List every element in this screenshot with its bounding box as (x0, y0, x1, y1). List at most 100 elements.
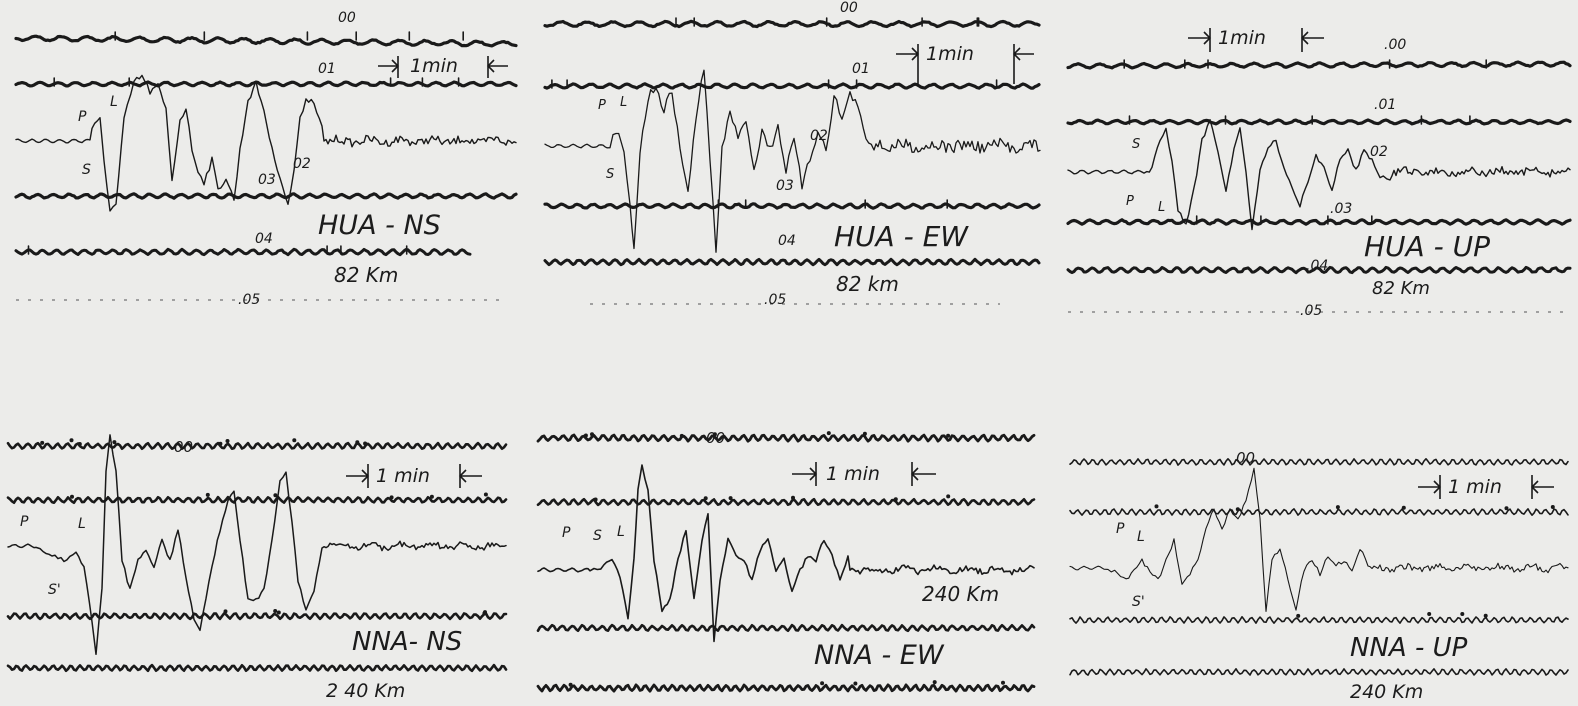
time-dot (593, 497, 598, 502)
time-dot (70, 494, 74, 499)
time-dot (791, 495, 795, 500)
phase-label-p-nna-up: P (1116, 521, 1125, 537)
phase-label-s-nna-up: S' (1132, 594, 1145, 610)
station-label-hua-ew: HUA - EW (834, 220, 969, 253)
minute-scale-hua-ew (896, 44, 1034, 84)
phase-label-s-hua-ew: S (606, 167, 614, 182)
seismogram-traces-hua-ns (14, 31, 518, 301)
record-line (543, 19, 1041, 29)
time-dot (273, 493, 278, 498)
record-line-event (544, 69, 1041, 253)
seismogram-traces-hua-ew (543, 17, 1041, 305)
minute-mark-00-hua-ns: 00 (338, 10, 356, 26)
time-dot (583, 433, 588, 438)
phase-label-p-nna-ns: P (20, 514, 29, 530)
minute-scale-label-hua-up: 1min (1218, 27, 1266, 49)
time-dot (946, 494, 951, 499)
minute-scale-label-nna-up: 1 min (1448, 476, 1502, 498)
time-dot (703, 496, 708, 501)
time-dot (820, 681, 825, 686)
minute-scale-nna-ew (792, 462, 936, 486)
time-dot (389, 495, 394, 500)
phase-label-s-hua-up: S (1132, 137, 1140, 152)
minute-scale-hua-up (1188, 28, 1324, 52)
time-dot (893, 497, 898, 502)
time-dot (1235, 507, 1240, 512)
minute-scale-label-nna-ew: 1 min (826, 463, 880, 485)
time-dot (429, 494, 434, 499)
record-line (6, 663, 508, 673)
time-dot (483, 492, 488, 497)
minute-mark-03-hua-up: .03 (1330, 201, 1352, 217)
minute-scale-label-nna-ns: 1 min (376, 465, 430, 487)
panel-nna-up: 1 min P L S' 00 NNA - UP 240 Km (1069, 449, 1569, 703)
time-dot (853, 681, 858, 686)
minute-mark-05-hua-ns: .05 (238, 292, 260, 308)
minute-mark-00-hua-up: .00 (1384, 37, 1406, 53)
record-line (1066, 265, 1572, 275)
time-dot (1001, 680, 1005, 685)
minute-mark-04-hua-ns: 04 (255, 231, 273, 247)
time-dot (205, 492, 210, 497)
distance-label-nna-ew: 240 Km (922, 582, 999, 606)
panel-nna-ns: 1 min P S' L 00 NNA- NS 2 40 Km (6, 434, 508, 702)
record-line (543, 82, 1041, 90)
seismogram-traces-nna-up (1069, 458, 1569, 676)
time-dot (712, 432, 717, 437)
record-line-event (537, 464, 1035, 643)
record-line (14, 247, 472, 257)
time-dot (590, 432, 594, 437)
time-dot (679, 433, 684, 438)
time-dot (932, 680, 937, 685)
station-label-hua-ns: HUA - NS (318, 210, 441, 241)
minute-scale-label-hua-ew: 1min (926, 43, 974, 65)
phase-label-l-hua-up: L (1158, 200, 1165, 215)
station-label-hua-up: HUA - UP (1364, 230, 1490, 263)
phase-label-l-nna-ns: L (78, 516, 86, 532)
station-label-nna-up: NNA - UP (1350, 633, 1468, 663)
time-dot (862, 431, 867, 436)
record-line (536, 433, 1036, 443)
time-dot (276, 610, 281, 615)
record-line (1066, 218, 1572, 226)
phase-label-l-hua-ns: L (110, 94, 118, 110)
minute-mark-01-hua-ew: 01 (852, 61, 870, 77)
time-dot (1460, 612, 1465, 616)
phase-label-l-hua-ew: L (620, 95, 627, 110)
distance-label-nna-up: 240 Km (1350, 681, 1423, 703)
minute-mark-00-nna-ew: 00 (706, 429, 725, 447)
phase-label-s-hua-ns: S (82, 162, 91, 178)
record-line-event (1069, 467, 1569, 612)
record-line (6, 612, 508, 621)
phase-label-p-nna-ew: P (562, 525, 571, 541)
minute-scale-hua-ns (378, 56, 508, 78)
record-line (1066, 60, 1572, 70)
record-line (536, 497, 1036, 507)
time-dot (112, 440, 117, 445)
time-dot (946, 433, 951, 438)
time-dot (273, 609, 278, 613)
panel-hua-ns: 1min P S L 00 01 02 03 04 .05 HUA - NS 8… (14, 10, 518, 308)
minute-mark-00-nna-ns: 00 (174, 438, 193, 456)
record-line (543, 202, 1041, 210)
time-dot (1154, 504, 1159, 509)
phase-label-l-nna-ew: L (617, 524, 625, 540)
panel-nna-ew: 1 min P S L 00 240 Km NNA - EW (536, 429, 1036, 693)
minute-mark-01-hua-ns: 01 (318, 61, 336, 77)
distance-label-hua-ew: 82 km (836, 272, 899, 296)
minute-mark-02-hua-ew: 02 (810, 128, 828, 144)
panel-hua-up: 1min P S L .00 .01 02 .03 .04 .05 HUA - … (1066, 27, 1572, 319)
phase-label-s-nna-ew: S (593, 528, 602, 544)
minute-mark-04-hua-ew: 04 (778, 233, 796, 249)
time-dot (1483, 613, 1488, 618)
station-label-nna-ew: NNA - EW (814, 640, 945, 671)
minute-mark-00-hua-ew: 00 (840, 0, 858, 16)
time-dot (218, 441, 223, 446)
time-dot (1504, 506, 1509, 511)
seismogram-traces-hua-up (1066, 59, 1572, 313)
time-dot (482, 611, 487, 616)
record-line (6, 495, 508, 504)
record-line-event (7, 434, 507, 656)
time-dot (1427, 612, 1432, 616)
record-line (1066, 118, 1572, 126)
